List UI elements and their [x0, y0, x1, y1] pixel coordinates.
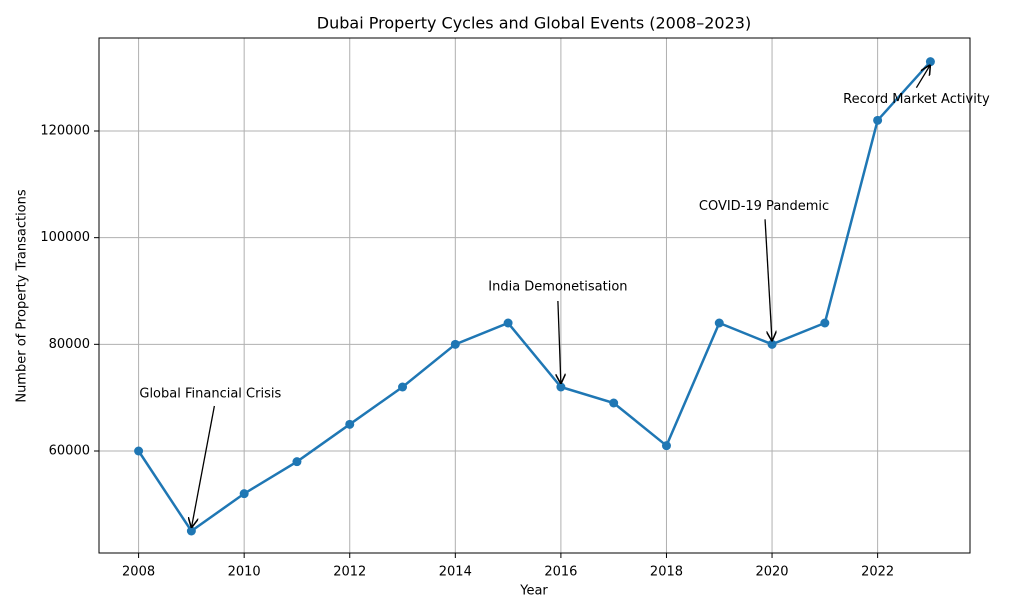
data-point: [345, 419, 355, 429]
data-point: [556, 382, 566, 392]
data-point: [450, 339, 460, 349]
x-tick-label: 2020: [755, 565, 788, 580]
annotation-arrow: [191, 405, 216, 528]
x-tick-label: 2016: [544, 565, 577, 580]
chart-title: Dubai Property Cycles and Global Events …: [317, 14, 751, 33]
data-point: [609, 398, 619, 408]
series-line: [137, 60, 932, 533]
data-point: [134, 446, 144, 456]
x-tick-label: 2012: [333, 565, 366, 580]
annotation-arrow: [558, 300, 561, 384]
x-tick-label: 2022: [861, 565, 894, 580]
data-point: [239, 489, 249, 499]
y-tick-label: 120000: [40, 123, 90, 138]
annotation-arrow: [915, 65, 930, 89]
data-point: [873, 115, 883, 125]
data-point: [661, 441, 671, 451]
data-point: [714, 318, 724, 328]
x-tick-label: 2018: [650, 565, 683, 580]
annotation: COVID-19 Pandemic: [699, 199, 829, 214]
data-point: [292, 457, 302, 467]
x-tick-label: 2014: [439, 565, 472, 580]
y-tick-label: 60000: [49, 443, 90, 458]
annotation: Global Financial Crisis: [139, 386, 281, 401]
y-axis-label: Number of Property Transactions: [15, 189, 30, 403]
y-tick-label: 80000: [49, 337, 90, 352]
y-tick-label: 100000: [40, 230, 90, 245]
data-point: [503, 318, 513, 328]
annotation: Record Market Activity: [843, 92, 990, 107]
x-axis-label: Year: [519, 584, 548, 599]
data-point: [767, 339, 777, 349]
plot-frame: [98, 37, 971, 554]
data-point: [398, 382, 408, 392]
data-point: [820, 318, 830, 328]
x-tick-label: 2008: [122, 565, 155, 580]
x-tick-label: 2010: [228, 565, 261, 580]
annotation-arrow: [764, 219, 772, 341]
annotation: India Demonetisation: [488, 279, 627, 294]
